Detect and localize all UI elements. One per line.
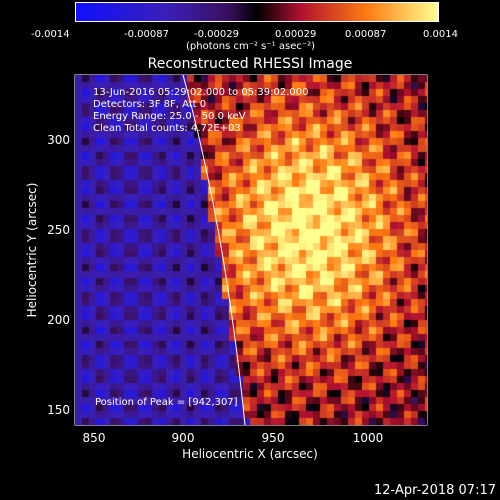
colorbar-tick: 0.00029 [275,29,316,40]
y-tick-label: 250 [47,223,70,237]
colorbar-tick: -0.00087 [124,29,169,40]
solar-limb-line [182,75,246,425]
info-time-range: 13-Jun-2016 05:29:02.000 to 05:39:02.000 [93,87,309,98]
colorbar-tick: -0.00029 [194,29,239,40]
peak-position-label: Position of Peak = [942,307] [95,397,238,408]
info-counts: Clean Total counts: 4.72E+03 [93,123,241,134]
footer-timestamp: 12-Apr-2018 07:17 [374,483,496,498]
y-axis-label: Heliocentric Y (arcsec) [25,183,39,318]
info-energy-range: Energy Range: 25.0 - 50.0 keV [93,111,246,122]
x-tick-label: 1000 [353,431,384,445]
image-raster [75,75,427,425]
y-tick-label: 150 [47,403,70,417]
x-tick-label: 850 [83,431,106,445]
limb-overlay [182,75,246,425]
colorbar-tick: -0.0014 [31,29,70,40]
colorbar-gradient [76,3,438,21]
colorbar-tick: 0.0014 [423,29,458,40]
rhessi-image: 13-Jun-2016 05:29:02.000 to 05:39:02.000… [75,75,427,425]
x-tick-label: 900 [172,431,195,445]
plot-title: Reconstructed RHESSI Image [148,56,353,72]
colorbar-units: (photons cm⁻² s⁻¹ asec⁻²) [186,41,315,52]
y-tick-label: 300 [47,133,70,147]
y-tick-label: 200 [47,313,70,327]
colorbar-tick: 0.00087 [345,29,386,40]
x-axis-label: Heliocentric X (arcsec) [182,447,318,461]
x-tick-label: 950 [262,431,285,445]
colorbar [75,2,439,22]
info-detectors: Detectors: 3F 8F, Att 0 [93,99,207,110]
